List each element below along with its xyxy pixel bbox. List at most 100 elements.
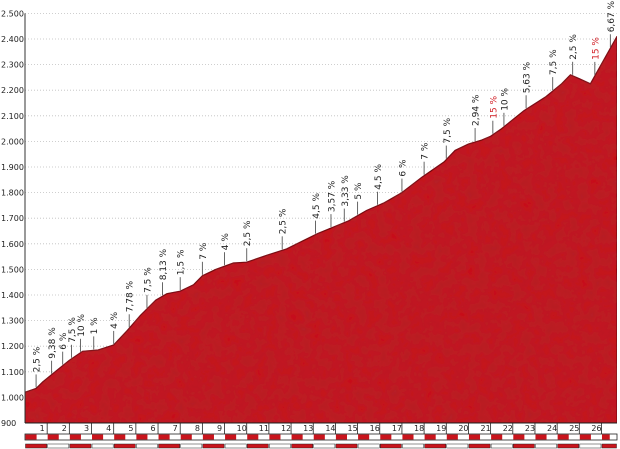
- gradient-label: 4 %: [221, 233, 231, 251]
- y-axis: 900 1.000 1.100 1.200 1.300 1.400 1.500 1.600 1.…: [1, 9, 26, 428]
- gradient-label: 6 %: [59, 332, 69, 350]
- gradient-label: 7 %: [199, 242, 209, 260]
- x-tick-label: 20: [458, 424, 468, 433]
- km-band-segment: [557, 434, 569, 440]
- y-tick-label: 1.800: [1, 189, 24, 198]
- x-tick-label: 6: [150, 424, 155, 433]
- gradient-label: 7,5 %: [443, 117, 453, 143]
- x-tick-label: 5: [128, 424, 133, 433]
- gradient-label: 1,5 %: [177, 249, 187, 275]
- km-band-segment: [202, 434, 214, 440]
- km-band-segment: [424, 434, 436, 440]
- gradient-label: 15 %: [489, 95, 499, 118]
- y-tick-label: 2.100: [1, 112, 24, 121]
- gradient-label: 2,5 %: [569, 34, 579, 60]
- km-band-lower-segment: [446, 443, 469, 449]
- x-tick-label: 25: [569, 424, 579, 433]
- x-tick-label: 1: [40, 424, 45, 433]
- x-tick-label: 23: [525, 424, 535, 433]
- gradient-label: 5 %: [354, 182, 364, 200]
- x-tick-label: 7: [173, 424, 178, 433]
- km-band-segment: [136, 434, 148, 440]
- x-tick-label: 10: [237, 424, 247, 433]
- km-band-segment: [380, 434, 392, 440]
- x-axis: 1 2 3 4 5 6 7 8 9 10 11 12 13 14 15 16 17 18 19 20 21 22 23 24 2…: [24, 422, 618, 449]
- x-tick-label: 21: [481, 424, 491, 433]
- km-band-segment: [92, 434, 104, 440]
- km-band-lower-segment: [47, 443, 70, 449]
- km-band-lower-segment: [202, 443, 225, 449]
- gradient-label: 2,5 %: [33, 346, 43, 372]
- y-tick-label: 2.500: [1, 9, 24, 18]
- km-band-segment: [114, 434, 126, 440]
- y-tick-label: 1.000: [1, 393, 24, 402]
- km-band-lower-segment: [291, 443, 313, 449]
- km-band-lower-segment: [69, 443, 92, 449]
- km-band-lower-segment: [357, 443, 380, 449]
- y-tick-label: 1.300: [1, 317, 24, 326]
- x-tick-label: 11: [259, 424, 269, 433]
- km-band-segment: [535, 434, 547, 440]
- x-tick-label: 3: [84, 424, 89, 433]
- x-tick-label: 2: [62, 424, 67, 433]
- elevation-profile-area: [24, 34, 618, 424]
- y-tick-label: 2.300: [1, 61, 24, 70]
- km-band-lower-segment: [180, 443, 203, 449]
- x-tick-label: 9: [217, 424, 222, 433]
- km-band-segment: [47, 434, 59, 440]
- gradient-label: 9,38 %: [48, 327, 58, 359]
- gradient-label: 3,57 %: [328, 180, 338, 212]
- y-tick-label: 1.600: [1, 240, 24, 249]
- gradient-label: 10 %: [77, 313, 87, 336]
- km-band-segment: [446, 434, 458, 440]
- x-tick-label: 12: [281, 424, 291, 433]
- x-tick-label: 18: [414, 424, 424, 433]
- gradient-label: 3,33 %: [341, 175, 351, 207]
- gradient-label: 7,78 %: [126, 280, 136, 312]
- km-band-segment: [513, 434, 525, 440]
- km-band-segment: [247, 434, 259, 440]
- km-band-segment: [69, 434, 81, 440]
- km-band-lower-segment: [579, 443, 602, 449]
- km-band-segment: [225, 434, 237, 440]
- km-band-segment: [601, 434, 610, 440]
- km-band-segment: [158, 434, 170, 440]
- km-band-lower-segment: [513, 443, 535, 449]
- km-band-lower-segment: [158, 443, 180, 449]
- y-tick-label: 1.400: [1, 291, 24, 300]
- gradient-label: 7,5 %: [143, 267, 153, 293]
- km-band-lower-segment: [402, 443, 424, 449]
- km-band-lower-segment: [468, 443, 491, 449]
- km-band-segment: [358, 434, 370, 440]
- y-tick-label: 2.400: [1, 35, 24, 44]
- km-band-lower-segment: [313, 443, 336, 449]
- gradient-label: 8,13 %: [159, 248, 169, 280]
- gradient-label: 10 %: [500, 87, 510, 110]
- gradient-label: 15 %: [591, 37, 601, 60]
- gradient-label: 1 %: [90, 317, 100, 335]
- x-tick-label: 4: [106, 424, 111, 433]
- km-band-segment: [491, 434, 503, 440]
- x-tick-label: 15: [347, 424, 357, 433]
- profile-area-group: [24, 34, 618, 424]
- km-band-lower-segment: [557, 443, 580, 449]
- x-tick-label: 17: [392, 424, 402, 433]
- y-tick-label: 1.500: [1, 265, 24, 274]
- x-tick-label: 24: [547, 424, 557, 433]
- gradient-label: 2,5 %: [243, 220, 253, 246]
- gradient-label: 6 %: [398, 159, 408, 177]
- km-band-lower-segment: [380, 443, 402, 449]
- gradient-label: 4,5 %: [374, 164, 384, 190]
- km-band-lower-segment: [136, 443, 158, 449]
- km-band-lower-segment: [224, 443, 247, 449]
- gradient-label: 2,94 %: [472, 94, 482, 126]
- km-band-lower-segment: [424, 443, 447, 449]
- km-band-segment: [291, 434, 303, 440]
- km-band-lower-segment: [91, 443, 114, 449]
- gradient-markers: 2,5 %9,38 % 6 %7,5 %10 % 1 % 4 %7,78 %7,5 %…: [33, 0, 617, 388]
- gradient-label: 2,5 %: [279, 208, 289, 234]
- km-band-segment: [579, 434, 591, 440]
- gradient-label: 5,63 %: [523, 61, 533, 93]
- gradient-label: 7,5 %: [549, 49, 559, 75]
